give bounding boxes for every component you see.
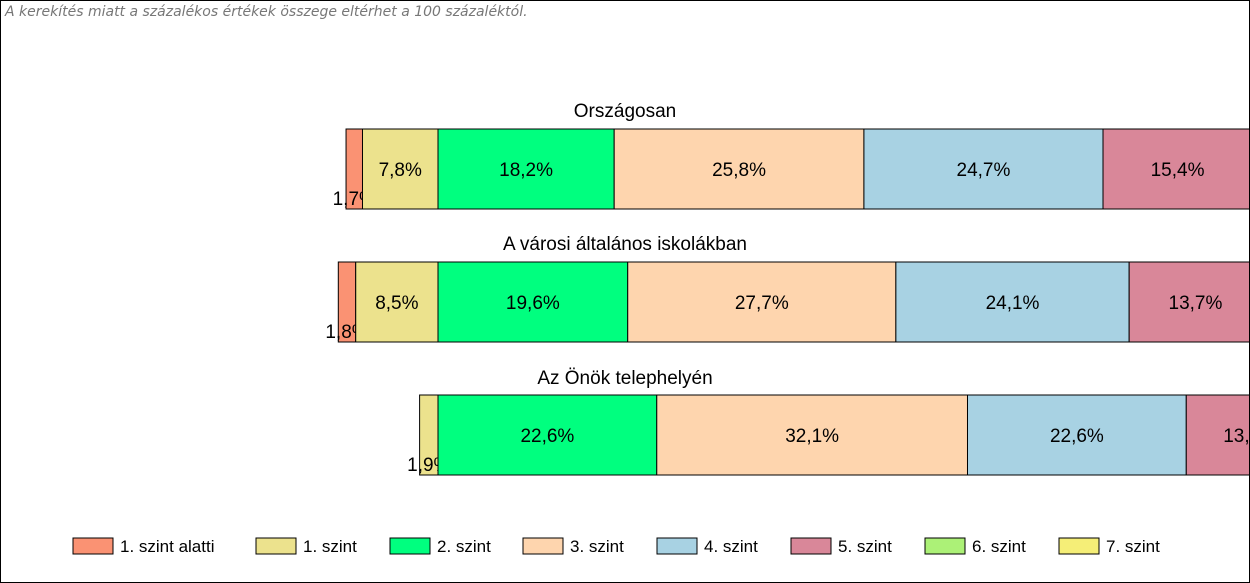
bar-segment	[656, 394, 968, 476]
legend-swatch	[656, 537, 698, 555]
legend-label: 1. szint	[303, 537, 357, 556]
data-label: 13,7%	[1169, 293, 1223, 314]
group-title: Országosan	[574, 101, 676, 122]
bar-segment	[1128, 261, 1249, 343]
legend-swatch	[924, 537, 966, 555]
bar-segment	[895, 261, 1130, 343]
legend-swatch	[790, 537, 832, 555]
legend-label: 5. szint	[838, 537, 892, 556]
group-title: Az Önök telephelyén	[537, 368, 712, 389]
legend-swatch	[72, 537, 114, 555]
bar-segment	[437, 394, 658, 476]
legend-label: 3. szint	[570, 537, 624, 556]
legend-label: 4. szint	[704, 537, 758, 556]
legend-swatch	[389, 537, 431, 555]
data-label: 8,5%	[375, 293, 418, 314]
legend: 1. szint alatti 1. szint 2. szint 3. szint 4…	[72, 537, 1160, 556]
data-label: 32,1%	[785, 426, 839, 447]
rounding-note: A kerekítés miatt a százalékos értékek ö…	[5, 4, 528, 20]
group-title: A városi általános iskolákban	[503, 234, 747, 255]
bar-group-1: Országosan1,7%7,8%18,2%25,8%24,7%15,4%5,…	[333, 101, 1249, 210]
data-label: 27,7%	[735, 293, 789, 314]
data-label: 22,6%	[1050, 426, 1104, 447]
legend-label: 6. szint	[972, 537, 1026, 556]
bar-segment	[361, 128, 439, 210]
data-label: 13,2%	[1223, 426, 1249, 447]
legend-label: 1. szint alatti	[120, 537, 215, 556]
legend-label: 7. szint	[1106, 537, 1160, 556]
legend-swatch	[1058, 537, 1100, 555]
data-label: 22,6%	[520, 426, 574, 447]
data-label: 7,8%	[379, 160, 422, 181]
bar-segment	[1185, 394, 1249, 476]
data-label: 15,4%	[1151, 160, 1205, 181]
bar-segment	[437, 261, 629, 343]
data-label: 18,2%	[499, 160, 553, 181]
data-label: 24,1%	[986, 293, 1040, 314]
bar-segment	[1102, 128, 1249, 210]
bar-segment	[966, 394, 1187, 476]
data-label: 24,7%	[957, 160, 1011, 181]
bar-segment	[437, 128, 615, 210]
bar-segment	[355, 261, 439, 343]
legend-swatch	[522, 537, 564, 555]
legend-swatch	[255, 537, 297, 555]
data-label: 19,6%	[506, 293, 560, 314]
legend-label: 2. szint	[437, 537, 491, 556]
bar-segment	[627, 261, 897, 343]
bar-segment	[613, 128, 865, 210]
data-label: 25,8%	[712, 160, 766, 181]
